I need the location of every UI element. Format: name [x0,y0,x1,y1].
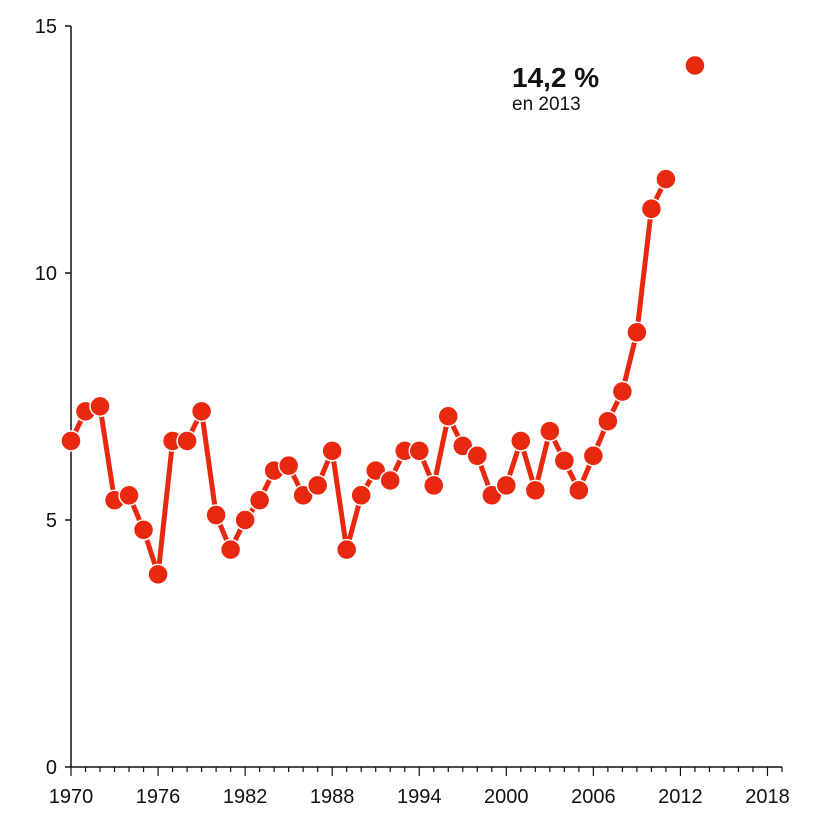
annotation: 14,2 % en 2013 [512,62,599,115]
data-point [597,410,619,432]
series-line [68,178,669,577]
data-point [553,449,576,472]
highlight-point [684,54,706,77]
data-point [408,440,430,462]
data-point [379,469,401,492]
x-tick-label: 1994 [397,786,442,808]
data-point [539,420,561,442]
data-point [437,405,460,428]
data-point [118,484,140,507]
data-point [495,474,518,497]
data-point [132,519,155,541]
data-point [89,395,111,418]
data-point [234,509,256,531]
data-point [582,445,605,467]
y-tick-label: 15 [35,16,57,38]
x-tick-label: 2012 [658,786,703,808]
data-point [626,321,648,344]
data-point [306,474,329,497]
data-point [205,504,227,526]
data-point [190,400,213,423]
data-point [248,489,271,511]
data-point [350,484,372,507]
x-tick-label: 2018 [745,786,790,808]
data-point [176,430,198,452]
data-point [655,168,677,190]
highlight-value-label: 14,2 % [512,62,599,93]
x-tick-label: 1976 [136,786,181,808]
data-point [640,198,663,220]
data-point [466,445,489,467]
highlight-year-label: en 2013 [512,94,581,115]
x-tick-label: 2000 [484,786,529,808]
data-point [277,454,300,477]
data-point [510,430,532,452]
data-point [611,380,634,403]
data-point [524,479,547,502]
data-point [321,440,343,462]
x-tick-label: 1982 [223,786,268,808]
x-tick-label: 1970 [49,786,94,808]
data-point [147,563,169,586]
x-tick-label: 1988 [310,786,355,808]
data-point [60,430,82,452]
y-tick-label: 0 [46,757,57,779]
data-point [568,479,590,502]
y-tick-label: 10 [35,263,57,285]
data-point [219,538,242,561]
y-tick-label: 5 [46,510,57,532]
data-point [335,538,358,561]
series-layer [60,54,706,586]
data-point [423,474,445,497]
x-tick-label: 2006 [571,786,616,808]
axes: 0 5 10 15 1970 1976 1982 1988 1994 2000 2006 2012 20… [35,16,790,808]
